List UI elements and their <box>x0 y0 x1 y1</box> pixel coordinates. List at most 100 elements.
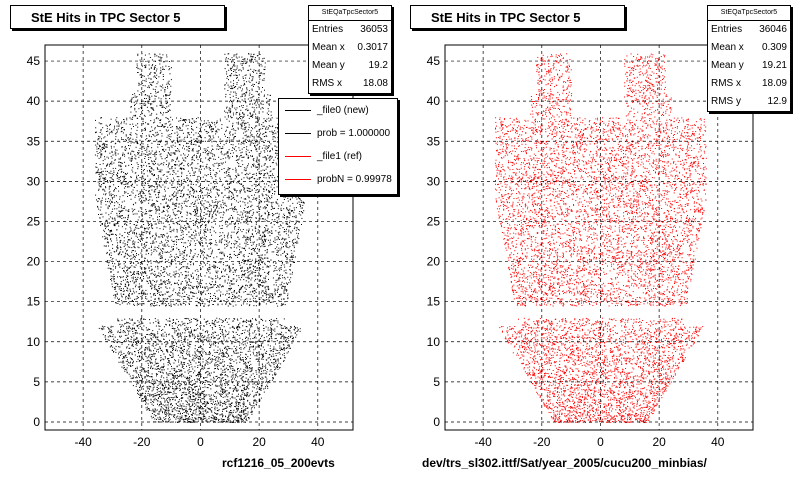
hit-point <box>189 299 190 301</box>
hit-point <box>143 164 145 166</box>
hit-point <box>276 239 278 241</box>
hit-point <box>197 393 199 395</box>
hit-point <box>154 305 156 306</box>
hit-point <box>228 275 230 277</box>
hit-point <box>151 380 153 382</box>
hit-point <box>135 281 137 283</box>
hit-point <box>156 288 158 290</box>
hit-point <box>120 289 121 291</box>
hit-point <box>193 214 195 216</box>
hit-point <box>239 414 241 416</box>
hit-point <box>215 172 217 173</box>
hit-point <box>195 234 197 236</box>
hit-point <box>168 415 170 417</box>
hit-point <box>238 163 240 165</box>
hit-point <box>111 178 113 180</box>
hit-point <box>204 377 206 378</box>
hit-point <box>235 280 237 282</box>
hit-point <box>258 164 260 166</box>
hit-point <box>296 198 298 200</box>
hit-point <box>145 293 147 295</box>
hit-point <box>122 356 124 358</box>
hit-point <box>233 350 234 352</box>
hit-point <box>208 151 210 153</box>
hit-point <box>210 210 212 212</box>
hit-point <box>227 156 229 158</box>
hit-point <box>151 362 153 364</box>
hit-point <box>201 299 203 301</box>
hit-point <box>127 232 129 234</box>
hit-point <box>152 240 154 242</box>
hit-point <box>164 188 165 190</box>
hit-point <box>192 412 194 414</box>
hit-point <box>201 204 203 206</box>
hit-point <box>133 303 135 305</box>
hit-point <box>163 174 165 176</box>
hit-point <box>268 278 269 280</box>
hit-point <box>167 134 169 136</box>
hit-point <box>176 236 178 238</box>
hit-point <box>173 243 175 245</box>
hit-point <box>169 73 171 75</box>
hit-point <box>170 345 172 347</box>
hit-point <box>277 305 279 307</box>
hit-point <box>236 410 238 412</box>
hit-point <box>209 272 211 274</box>
hit-point <box>145 347 146 348</box>
hit-point <box>155 395 157 397</box>
hit-point <box>193 372 194 374</box>
hit-point <box>279 367 281 368</box>
hit-point <box>170 67 172 69</box>
hit-point <box>144 369 146 371</box>
hit-point <box>227 333 228 335</box>
hit-point <box>193 419 194 421</box>
hit-point <box>155 210 157 212</box>
hit-point <box>264 147 266 149</box>
hit-point <box>211 121 213 123</box>
hit-point <box>140 234 142 235</box>
hit-point <box>101 329 103 331</box>
hit-point <box>163 244 165 246</box>
hit-point <box>245 198 246 200</box>
hit-point <box>152 175 154 177</box>
hit-point <box>238 334 240 336</box>
hit-point <box>164 197 166 199</box>
hit-point <box>138 247 140 249</box>
hit-point <box>144 229 146 231</box>
hit-point <box>161 146 163 147</box>
hit-point <box>213 219 215 221</box>
hit-point <box>229 365 231 367</box>
hit-point <box>188 119 190 121</box>
hit-point <box>262 262 264 264</box>
hit-point <box>177 324 179 326</box>
hit-point <box>226 107 227 109</box>
hit-point <box>167 85 168 87</box>
hit-point <box>251 411 253 413</box>
hit-point <box>217 367 219 369</box>
hit-point <box>181 119 183 121</box>
hit-point <box>137 389 138 391</box>
hit-point <box>205 372 207 373</box>
hit-point <box>239 192 241 194</box>
hit-point <box>167 156 168 158</box>
hit-point <box>242 78 244 79</box>
hit-point <box>287 351 289 353</box>
hit-point <box>166 287 168 289</box>
hit-point <box>273 265 275 266</box>
hit-point <box>204 303 206 305</box>
hit-point <box>104 136 106 138</box>
hit-point <box>248 190 250 192</box>
hit-point <box>140 267 142 269</box>
hit-point <box>249 210 251 212</box>
hit-point <box>132 232 134 234</box>
hit-point <box>228 347 230 349</box>
hit-point <box>204 150 206 151</box>
hit-point <box>230 410 232 412</box>
hit-point <box>200 336 202 338</box>
hit-point <box>101 184 102 186</box>
hit-point <box>118 158 120 160</box>
hit-point <box>166 398 168 399</box>
hit-point <box>180 418 182 420</box>
hit-point <box>147 356 149 358</box>
hit-point <box>262 195 264 197</box>
